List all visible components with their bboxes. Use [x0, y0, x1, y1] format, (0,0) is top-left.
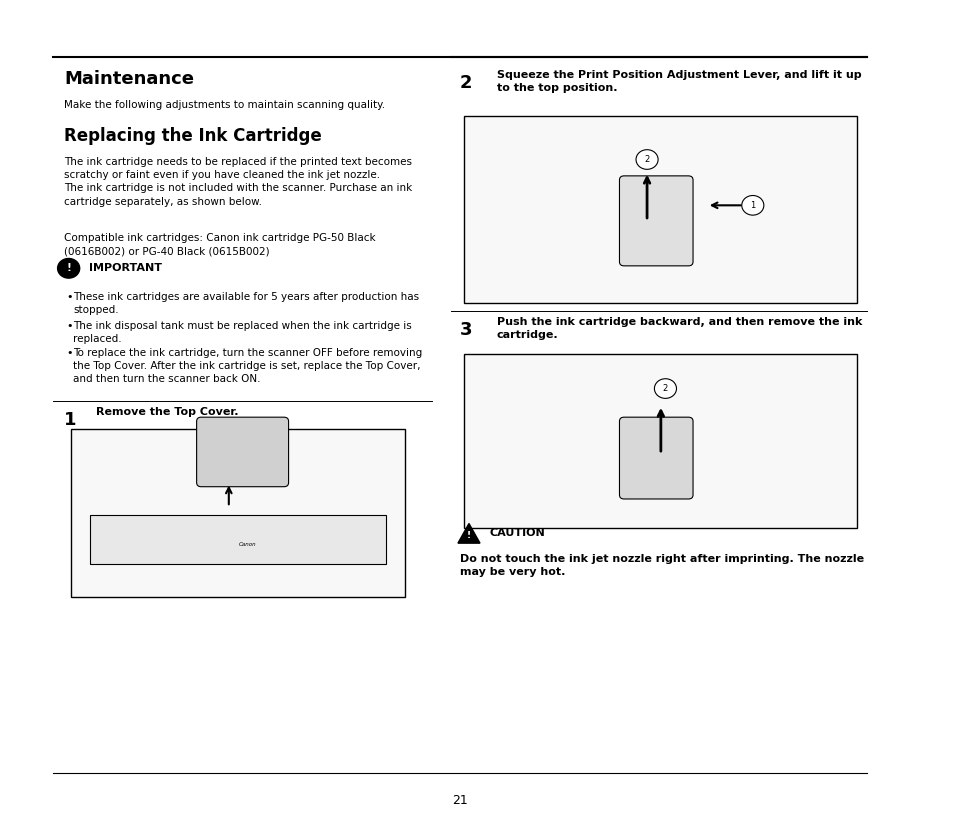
Text: !: !: [466, 531, 471, 541]
Text: Maintenance: Maintenance: [64, 70, 193, 88]
Text: Do not touch the ink jet nozzle right after imprinting. The nozzle
may be very h: Do not touch the ink jet nozzle right af…: [459, 554, 863, 577]
Text: The ink disposal tank must be replaced when the ink cartridge is
replaced.: The ink disposal tank must be replaced w…: [73, 321, 412, 344]
Polygon shape: [457, 524, 479, 543]
FancyBboxPatch shape: [618, 417, 692, 499]
Text: Remove the Top Cover.: Remove the Top Cover.: [96, 407, 238, 417]
Text: Squeeze the Print Position Adjustment Lever, and lift it up
to the top position.: Squeeze the Print Position Adjustment Le…: [497, 70, 861, 92]
Text: 21: 21: [452, 793, 467, 807]
FancyBboxPatch shape: [196, 417, 288, 487]
Text: To replace the ink cartridge, turn the scanner OFF before removing
the Top Cover: To replace the ink cartridge, turn the s…: [73, 348, 422, 384]
Text: CAUTION: CAUTION: [489, 528, 544, 538]
FancyBboxPatch shape: [464, 354, 857, 528]
Text: These ink cartridges are available for 5 years after production has
stopped.: These ink cartridges are available for 5…: [73, 292, 419, 315]
FancyBboxPatch shape: [618, 176, 692, 266]
Circle shape: [654, 379, 676, 398]
Text: Push the ink cartridge backward, and then remove the ink
cartridge.: Push the ink cartridge backward, and the…: [497, 317, 861, 339]
Text: !: !: [66, 263, 71, 273]
Text: 2: 2: [459, 74, 472, 92]
Text: 1: 1: [749, 200, 755, 210]
Text: The ink cartridge needs to be replaced if the printed text becomes
scratchy or f: The ink cartridge needs to be replaced i…: [64, 157, 412, 207]
Circle shape: [57, 258, 80, 278]
Circle shape: [741, 196, 763, 215]
Text: IMPORTANT: IMPORTANT: [89, 263, 162, 273]
Text: 3: 3: [459, 321, 472, 339]
Text: •: •: [66, 292, 72, 302]
Text: 2: 2: [644, 155, 649, 164]
Text: Replacing the Ink Cartridge: Replacing the Ink Cartridge: [64, 127, 321, 145]
Circle shape: [636, 150, 658, 169]
FancyBboxPatch shape: [71, 429, 404, 597]
FancyBboxPatch shape: [90, 515, 386, 564]
Text: Canon: Canon: [238, 542, 255, 547]
Text: Make the following adjustments to maintain scanning quality.: Make the following adjustments to mainta…: [64, 100, 385, 110]
Text: •: •: [66, 321, 72, 330]
Text: 2: 2: [662, 384, 667, 393]
Text: 1: 1: [64, 411, 76, 429]
FancyBboxPatch shape: [464, 116, 857, 303]
Text: Compatible ink cartridges: Canon ink cartridge PG-50 Black
(0616B002) or PG-40 B: Compatible ink cartridges: Canon ink car…: [64, 233, 375, 256]
Text: •: •: [66, 348, 72, 357]
